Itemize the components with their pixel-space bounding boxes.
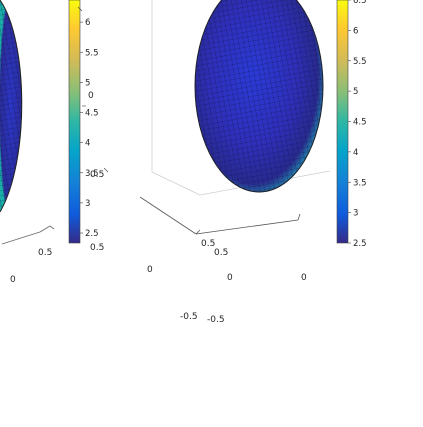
- left-ellipsoid-outline: [0, 0, 23, 213]
- left-colorbar-tick-label-2: 5: [85, 78, 90, 88]
- right-colorbar-tick-label-0: 6.5: [353, 0, 367, 6]
- right-colorbar-tick-label-7: 3: [353, 209, 358, 219]
- right-panel: 6.5 6 5.5 5 4.5 4 3.5 3 2.5: [336, 0, 367, 249]
- right-colorbar-tick-label-4: 4.5: [353, 118, 367, 128]
- middle-axis-line-left: [139, 196, 197, 235]
- right-colorbar-tick-label-8: 2.5: [353, 239, 367, 249]
- right-colorbar-ticks: 6.5 6 5.5 5 4.5 4 3.5 3 2.5: [348, 0, 367, 249]
- left-ellipsoid-mesh: [0, 0, 22, 212]
- right-colorbar: [336, 0, 349, 244]
- middle-axis-tick-label-3: -0.5: [180, 312, 198, 322]
- overlap-tick-label-2: 0.5: [90, 243, 104, 253]
- middle-axis-tick-label-6: 0.5: [214, 248, 228, 258]
- middle-axis-tick-a: [195, 229, 201, 235]
- middle-ellipsoid-mesh: [195, 0, 323, 192]
- middle-axis-tick-label-2: 0: [301, 273, 307, 283]
- left-colorbar-tick-label-6: 3: [85, 199, 90, 209]
- middle-panel: 0 0.5 0 -0.5 -0.5 0 0.5: [139, 0, 331, 325]
- middle-axis-tick-label-5: 0: [227, 273, 233, 283]
- left-colorbar: [68, 0, 81, 244]
- left-axis-line-2: [39, 225, 51, 233]
- overlap-tick-mark-1: [103, 167, 109, 173]
- left-axis-line: [1, 231, 41, 245]
- overlap-tick-mark-2: [77, 6, 83, 12]
- left-axis-tick: [49, 225, 55, 230]
- middle-grid-line-floor-1: [151, 171, 201, 196]
- left-colorbar-tick-label-3: 4.5: [85, 109, 99, 119]
- overlap-tick-label-0: 0: [88, 91, 94, 101]
- left-axis-tick-label-1: 0: [10, 275, 16, 285]
- middle-ellipsoid-outline: [194, 0, 324, 193]
- left-panel: 0.5 0 6 5.5 5 4.5 4 3.5 3 2.5 0 0.5 0.5: [0, 0, 109, 285]
- middle-axis-line-right: [195, 219, 299, 235]
- right-colorbar-tick-label-1: 6: [353, 26, 358, 36]
- middle-axis-tick-label-4: -0.5: [207, 315, 225, 325]
- left-colorbar-tick-label-7: 2.5: [85, 229, 99, 239]
- middle-axis-tick-b: [297, 213, 301, 221]
- overlap-tick-label-1: 0.5: [90, 170, 104, 180]
- left-colorbar-tick-label-0: 6: [85, 18, 90, 28]
- right-colorbar-tick-label-3: 5: [353, 87, 358, 97]
- right-colorbar-tick-label-6: 3.5: [353, 178, 367, 188]
- left-axis-tick-label-0: 0.5: [38, 248, 52, 258]
- right-colorbar-tick-label-5: 4: [353, 148, 358, 158]
- left-colorbar-tick-label-5: 3.5: [85, 169, 99, 179]
- left-colorbar-tick-label-4: 4: [85, 139, 90, 149]
- middle-axis-tick-label-1: 0.5: [201, 239, 215, 249]
- left-colorbar-ticks: 6 5.5 5 4.5 4 3.5 3 2.5: [80, 18, 99, 239]
- right-colorbar-tick-label-2: 5.5: [353, 57, 367, 67]
- left-colorbar-tick-label-1: 5.5: [85, 48, 99, 58]
- middle-axis-tick-label-0: 0: [147, 265, 153, 275]
